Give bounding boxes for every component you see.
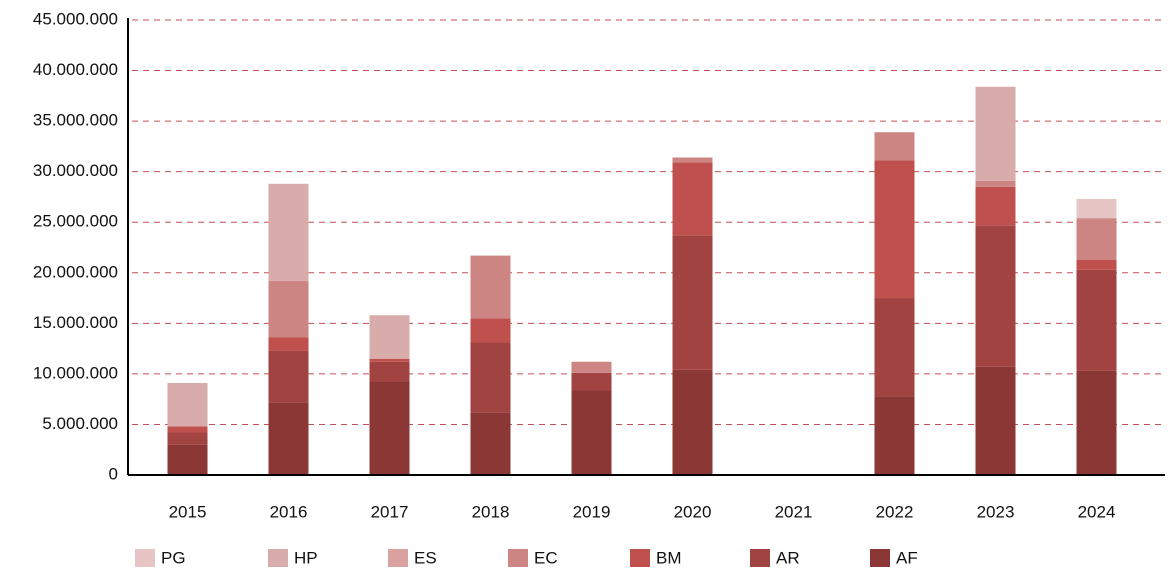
bar-segment (975, 225, 1016, 367)
bar-segment (1076, 198, 1117, 219)
y-tick-label: 40.000.000 (33, 60, 118, 79)
legend-label: ES (414, 548, 437, 567)
bar-segment (470, 412, 511, 475)
legend-label: EC (534, 548, 558, 567)
bar-segment (369, 358, 410, 362)
x-tick-label: 2022 (876, 502, 914, 521)
legend-swatch (630, 549, 650, 567)
bar-segment (874, 160, 915, 299)
y-tick-label: 0 (109, 464, 118, 483)
legend-swatch (268, 549, 288, 567)
bar-segment (470, 342, 511, 413)
bar-segment (167, 444, 208, 475)
legend-swatch (750, 549, 770, 567)
y-tick-label: 30.000.000 (33, 161, 118, 180)
bar-segment (571, 372, 612, 391)
y-tick-label: 25.000.000 (33, 212, 118, 231)
bar-segment (874, 132, 915, 161)
y-tick-label: 45.000.000 (33, 9, 118, 28)
legend-label: BM (656, 548, 682, 567)
legend-swatch (508, 549, 528, 567)
y-tick-label: 15.000.000 (33, 313, 118, 332)
bar-segment (975, 180, 1016, 187)
bar-segment (268, 183, 309, 281)
bar-segment (369, 361, 410, 382)
bar-segment (672, 157, 713, 163)
legend-label: PG (161, 548, 186, 567)
legend-label: HP (294, 548, 318, 567)
bar-segment (167, 426, 208, 433)
bar-segment (1076, 269, 1117, 371)
y-tick-label: 35.000.000 (33, 111, 118, 130)
x-tick-label: 2020 (674, 502, 712, 521)
bar-segment (672, 235, 713, 370)
x-tick-label: 2016 (270, 502, 308, 521)
bar-segment (975, 86, 1016, 181)
legend-swatch (135, 549, 155, 567)
bar-segment (1076, 370, 1117, 475)
bar-segment (268, 337, 309, 351)
x-tick-label: 2017 (371, 502, 409, 521)
bar-segment (470, 318, 511, 343)
y-tick-label: 20.000.000 (33, 262, 118, 281)
legend-label: AF (896, 548, 918, 567)
bar-segment (874, 396, 915, 475)
legend-label: AR (776, 548, 800, 567)
bar-segment (672, 369, 713, 475)
bar-segment (571, 361, 612, 373)
y-tick-label: 5.000.000 (42, 414, 118, 433)
y-tick-label: 10.000.000 (33, 363, 118, 382)
bar-segment (268, 402, 309, 475)
x-tick-label: 2018 (472, 502, 510, 521)
bar-segment (369, 381, 410, 475)
bar-segment (167, 432, 208, 445)
x-tick-label: 2021 (775, 502, 813, 521)
bar-segment (369, 315, 410, 359)
bar-segment (268, 350, 309, 403)
x-tick-label: 2019 (573, 502, 611, 521)
x-tick-label: 2023 (977, 502, 1015, 521)
bar-segment (975, 366, 1016, 475)
x-tick-label: 2015 (169, 502, 207, 521)
bar-segment (975, 186, 1016, 226)
bar-segment (1076, 218, 1117, 260)
legend-swatch (870, 549, 890, 567)
bar-segment (1076, 259, 1117, 270)
bar-segment (167, 382, 208, 427)
bar-segment (571, 390, 612, 475)
bar-segment (672, 162, 713, 236)
bar-segment (470, 255, 511, 319)
x-tick-label: 2024 (1078, 502, 1116, 521)
bar-segment (874, 298, 915, 397)
bar-segment (268, 280, 309, 338)
legend-swatch (388, 549, 408, 567)
